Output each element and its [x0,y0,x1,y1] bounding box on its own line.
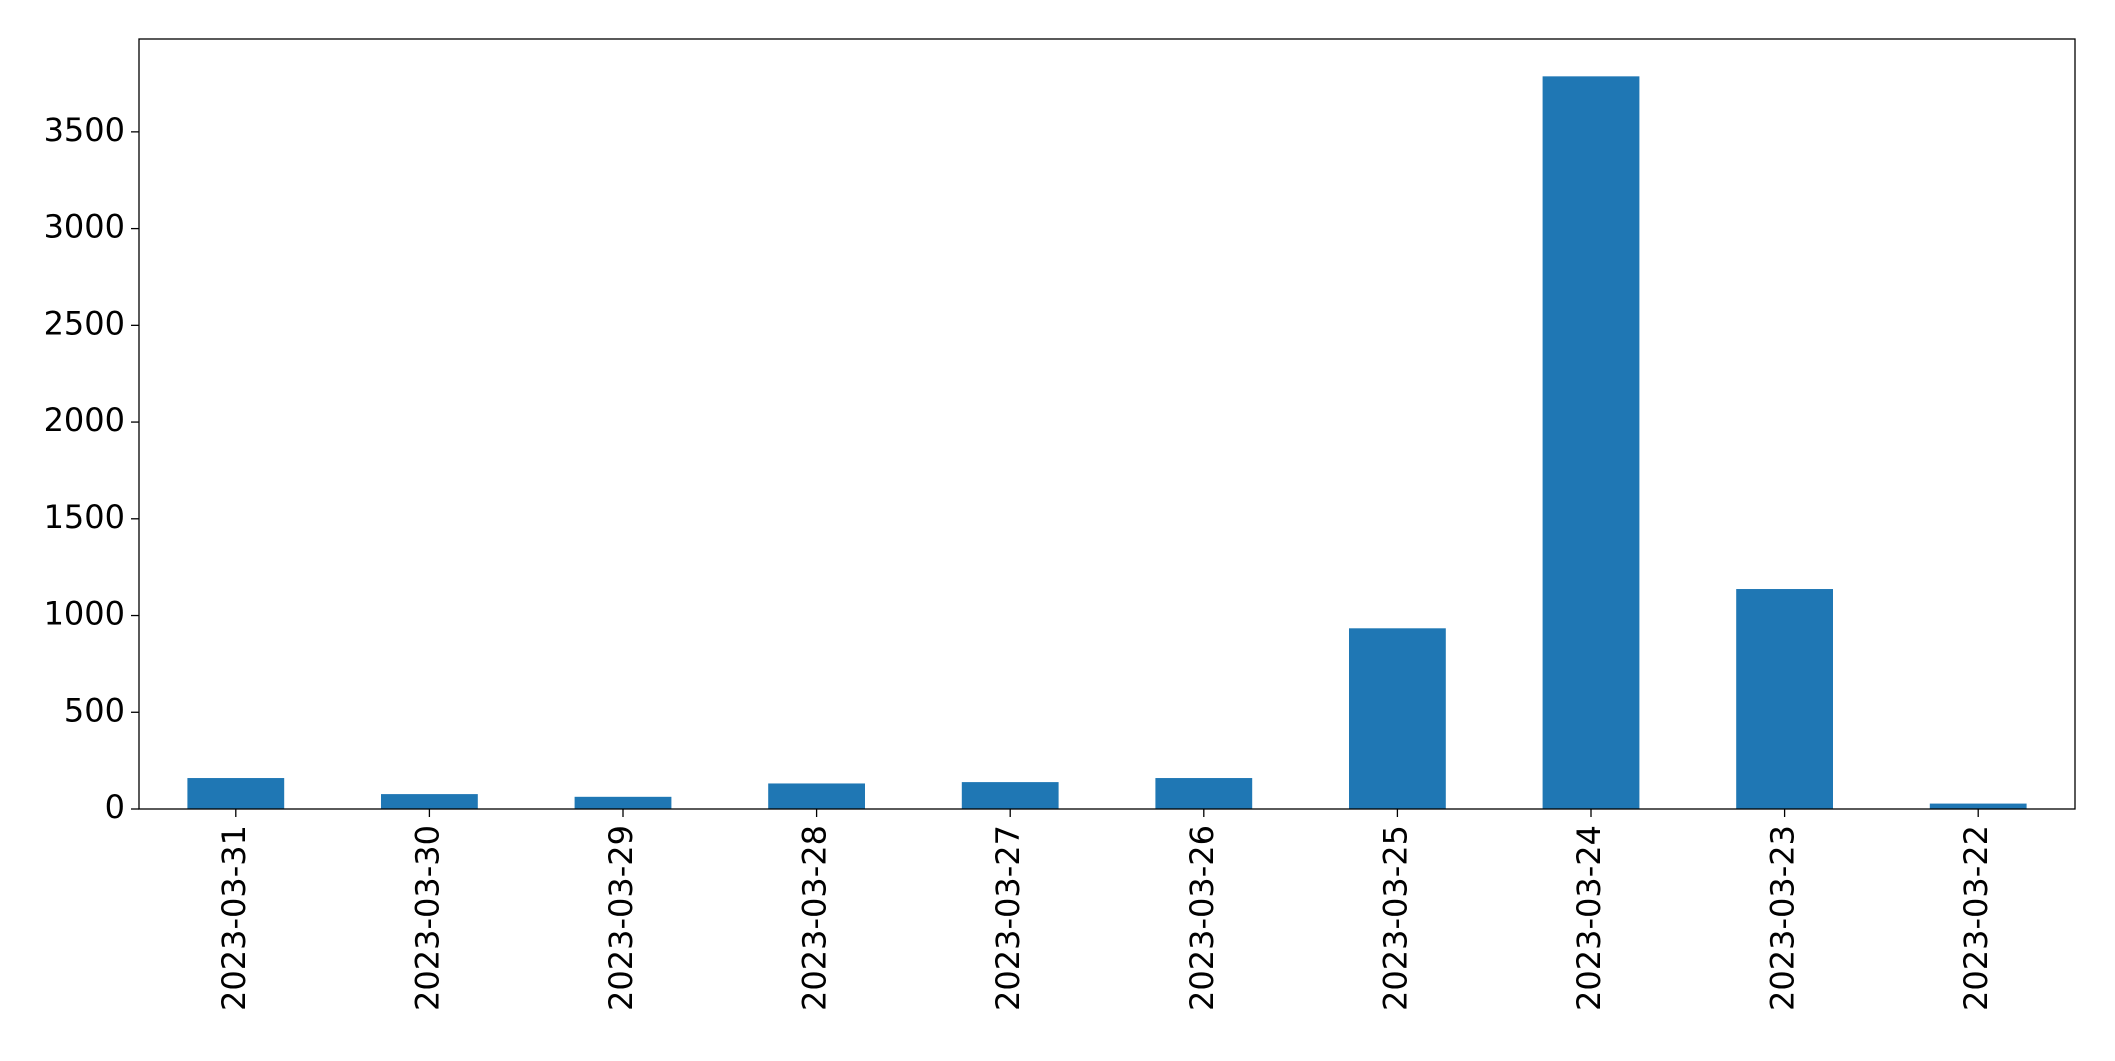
y-tick-label: 1000 [44,595,125,633]
y-tick-label: 2500 [44,304,125,342]
x-tick-label: 2023-03-23 [1764,825,1802,1011]
bar [1349,628,1446,809]
bar [1736,589,1833,809]
bar [574,796,672,809]
y-tick-label: 3500 [44,111,125,149]
bar [961,782,1059,809]
x-tick-label: 2023-03-24 [1570,825,1608,1011]
y-tick-label: 3000 [44,208,125,246]
bar [768,783,865,809]
x-tick-label: 2023-03-29 [602,825,640,1011]
bar [1155,778,1253,809]
x-tick-label: 2023-03-26 [1183,825,1221,1011]
x-tick-label: 2023-03-22 [1957,825,1995,1011]
bar [1542,76,1640,810]
x-tick-label: 2023-03-25 [1376,825,1414,1011]
y-tick-label: 0 [105,788,125,826]
x-tick-label: 2023-03-31 [215,825,253,1011]
bar [381,794,478,809]
bar [1929,803,2027,809]
bar [187,778,285,809]
x-tick-label: 2023-03-30 [408,825,446,1011]
y-tick-label: 2000 [44,401,125,439]
y-tick-label: 500 [64,691,125,729]
x-tick-label: 2023-03-28 [796,825,834,1011]
x-tick-label: 2023-03-27 [989,825,1027,1011]
plot-frame [138,38,2076,810]
y-tick-label: 1500 [44,498,125,536]
